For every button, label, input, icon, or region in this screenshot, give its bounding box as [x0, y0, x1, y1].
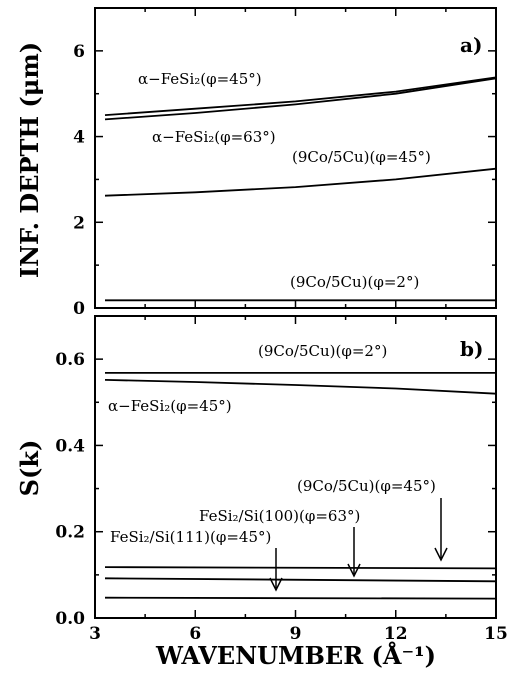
- x-axis-title: WAVENUMBER (Å⁻¹): [155, 641, 436, 670]
- panel-b-y-tick-label: 0.0: [55, 609, 85, 629]
- panel-a-curves: [104, 76, 497, 302]
- annotation-b-si111: FeSi₂/Si(111)(φ=45°): [110, 528, 271, 546]
- arrow-si100-head: [347, 563, 361, 578]
- panel-b-frame: [94, 315, 497, 619]
- annotation-a-fesi2-63: α−FeSi₂(φ=63°): [152, 128, 276, 146]
- panel-b-series-line-3: [104, 577, 497, 583]
- arrow-si111-head: [269, 577, 283, 592]
- panel-a-y-axis-title: INF. DEPTH (μm): [15, 42, 44, 278]
- annotation-b-co-45: (9Co/5Cu)(φ=45°): [297, 477, 436, 495]
- panel-a-y-tick-label: 2: [73, 213, 85, 233]
- annotation-b-co-2: (9Co/5Cu)(φ=2°): [258, 342, 387, 360]
- annotation-arrows: [269, 498, 448, 592]
- panel-a-tag: a): [460, 33, 482, 57]
- panel-b-y-tick-label: 0.2: [55, 523, 85, 543]
- panel-b-y-axis-title: S(k): [15, 440, 44, 497]
- x-tick-label: 6: [189, 624, 201, 644]
- panel-b-curves: [104, 372, 497, 600]
- panel-b-ticks: 3 6 9 12 15 0.0 0.2 0.4 0.6: [55, 315, 508, 644]
- panel-b-series-line-4: [104, 596, 497, 600]
- panel-a-series-line-1: [104, 77, 497, 121]
- x-tick-label: 3: [89, 624, 101, 644]
- panel-a-y-tick-label: 0: [73, 299, 85, 319]
- panel-a-series-line-0: [104, 76, 497, 116]
- panel-a-ticks: 0 2 4 6: [73, 7, 497, 319]
- annotation-a-fesi2-45: α−FeSi₂(φ=45°): [138, 70, 262, 88]
- x-tick-label: 15: [484, 624, 508, 644]
- panel-b-y-tick-label: 0.4: [55, 436, 85, 456]
- panel-a-y-tick-label: 4: [73, 128, 85, 148]
- annotation-b-fesi2-45: α−FeSi₂(φ=45°): [108, 397, 232, 415]
- x-tick-label: 9: [290, 624, 302, 644]
- annotation-a-co-2: (9Co/5Cu)(φ=2°): [290, 273, 419, 291]
- panel-b-series-line-1: [104, 379, 497, 395]
- x-tick-label: 12: [384, 624, 408, 644]
- annotation-a-co-45: (9Co/5Cu)(φ=45°): [292, 148, 431, 166]
- annotation-b-si100: FeSi₂/Si(100)(φ=63°): [199, 507, 360, 525]
- panel-b-series-line-2: [104, 566, 497, 570]
- panel-a-series-line-2: [104, 167, 497, 197]
- panel-b-tag: b): [460, 337, 483, 361]
- panel-b-y-tick-label: 0.6: [55, 350, 85, 370]
- panel-a-y-tick-label: 6: [73, 42, 85, 62]
- arrow-co-45-head: [434, 547, 448, 562]
